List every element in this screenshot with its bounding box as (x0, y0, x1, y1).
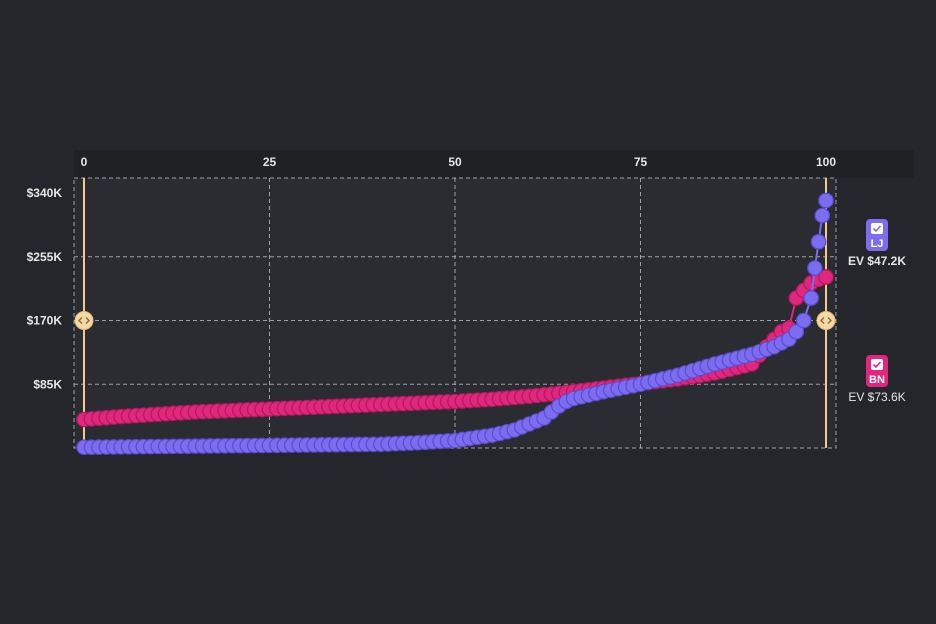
data-point (810, 233, 827, 250)
legend: LJ EV $47.2K BN EV $73.6K (848, 219, 906, 404)
x-tick-label: 75 (634, 155, 648, 169)
legend-item-lj[interactable]: LJ EV $47.2K (848, 219, 906, 268)
x-tick-label: 50 (448, 155, 462, 169)
legend-badge-label: BN (869, 374, 885, 386)
data-point (814, 207, 831, 224)
legend-ev-label: EV $47.2K (848, 254, 906, 268)
data-point (818, 269, 834, 285)
grid (73, 177, 837, 449)
checkbox-icon[interactable] (871, 359, 883, 370)
checkmark-icon (872, 361, 882, 369)
top-axis-band (74, 150, 914, 178)
checkbox-icon[interactable] (871, 223, 883, 234)
handle-arrows (820, 317, 832, 324)
checkmark-icon (872, 225, 882, 233)
x-tick-label: 100 (816, 155, 836, 169)
x-axis: 0 25 50 75 100 (81, 155, 837, 169)
data-point (807, 260, 823, 276)
data-point (818, 192, 834, 209)
x-tick-label: 25 (263, 155, 277, 169)
x-tick-label: 0 (81, 155, 88, 169)
series-layer (76, 192, 834, 456)
legend-badge-label: LJ (871, 238, 884, 250)
legend-ev-label: EV $73.6K (848, 390, 905, 404)
data-point (795, 312, 812, 329)
y-axis: $340K $255K $170K $85K (27, 186, 63, 391)
data-point (803, 290, 819, 306)
data-point (788, 323, 805, 340)
y-tick-label: $255K (27, 250, 63, 264)
range-handles (74, 178, 836, 448)
legend-item-bn[interactable]: BN EV $73.6K (848, 355, 906, 404)
y-tick-label: $340K (27, 186, 63, 200)
drag-handle-icon[interactable] (74, 311, 94, 330)
y-tick-label: $170K (27, 314, 63, 328)
drag-handle-icon[interactable] (816, 311, 836, 330)
series-lj (76, 192, 834, 456)
handle-arrows (78, 317, 90, 324)
y-tick-label: $85K (33, 377, 62, 391)
